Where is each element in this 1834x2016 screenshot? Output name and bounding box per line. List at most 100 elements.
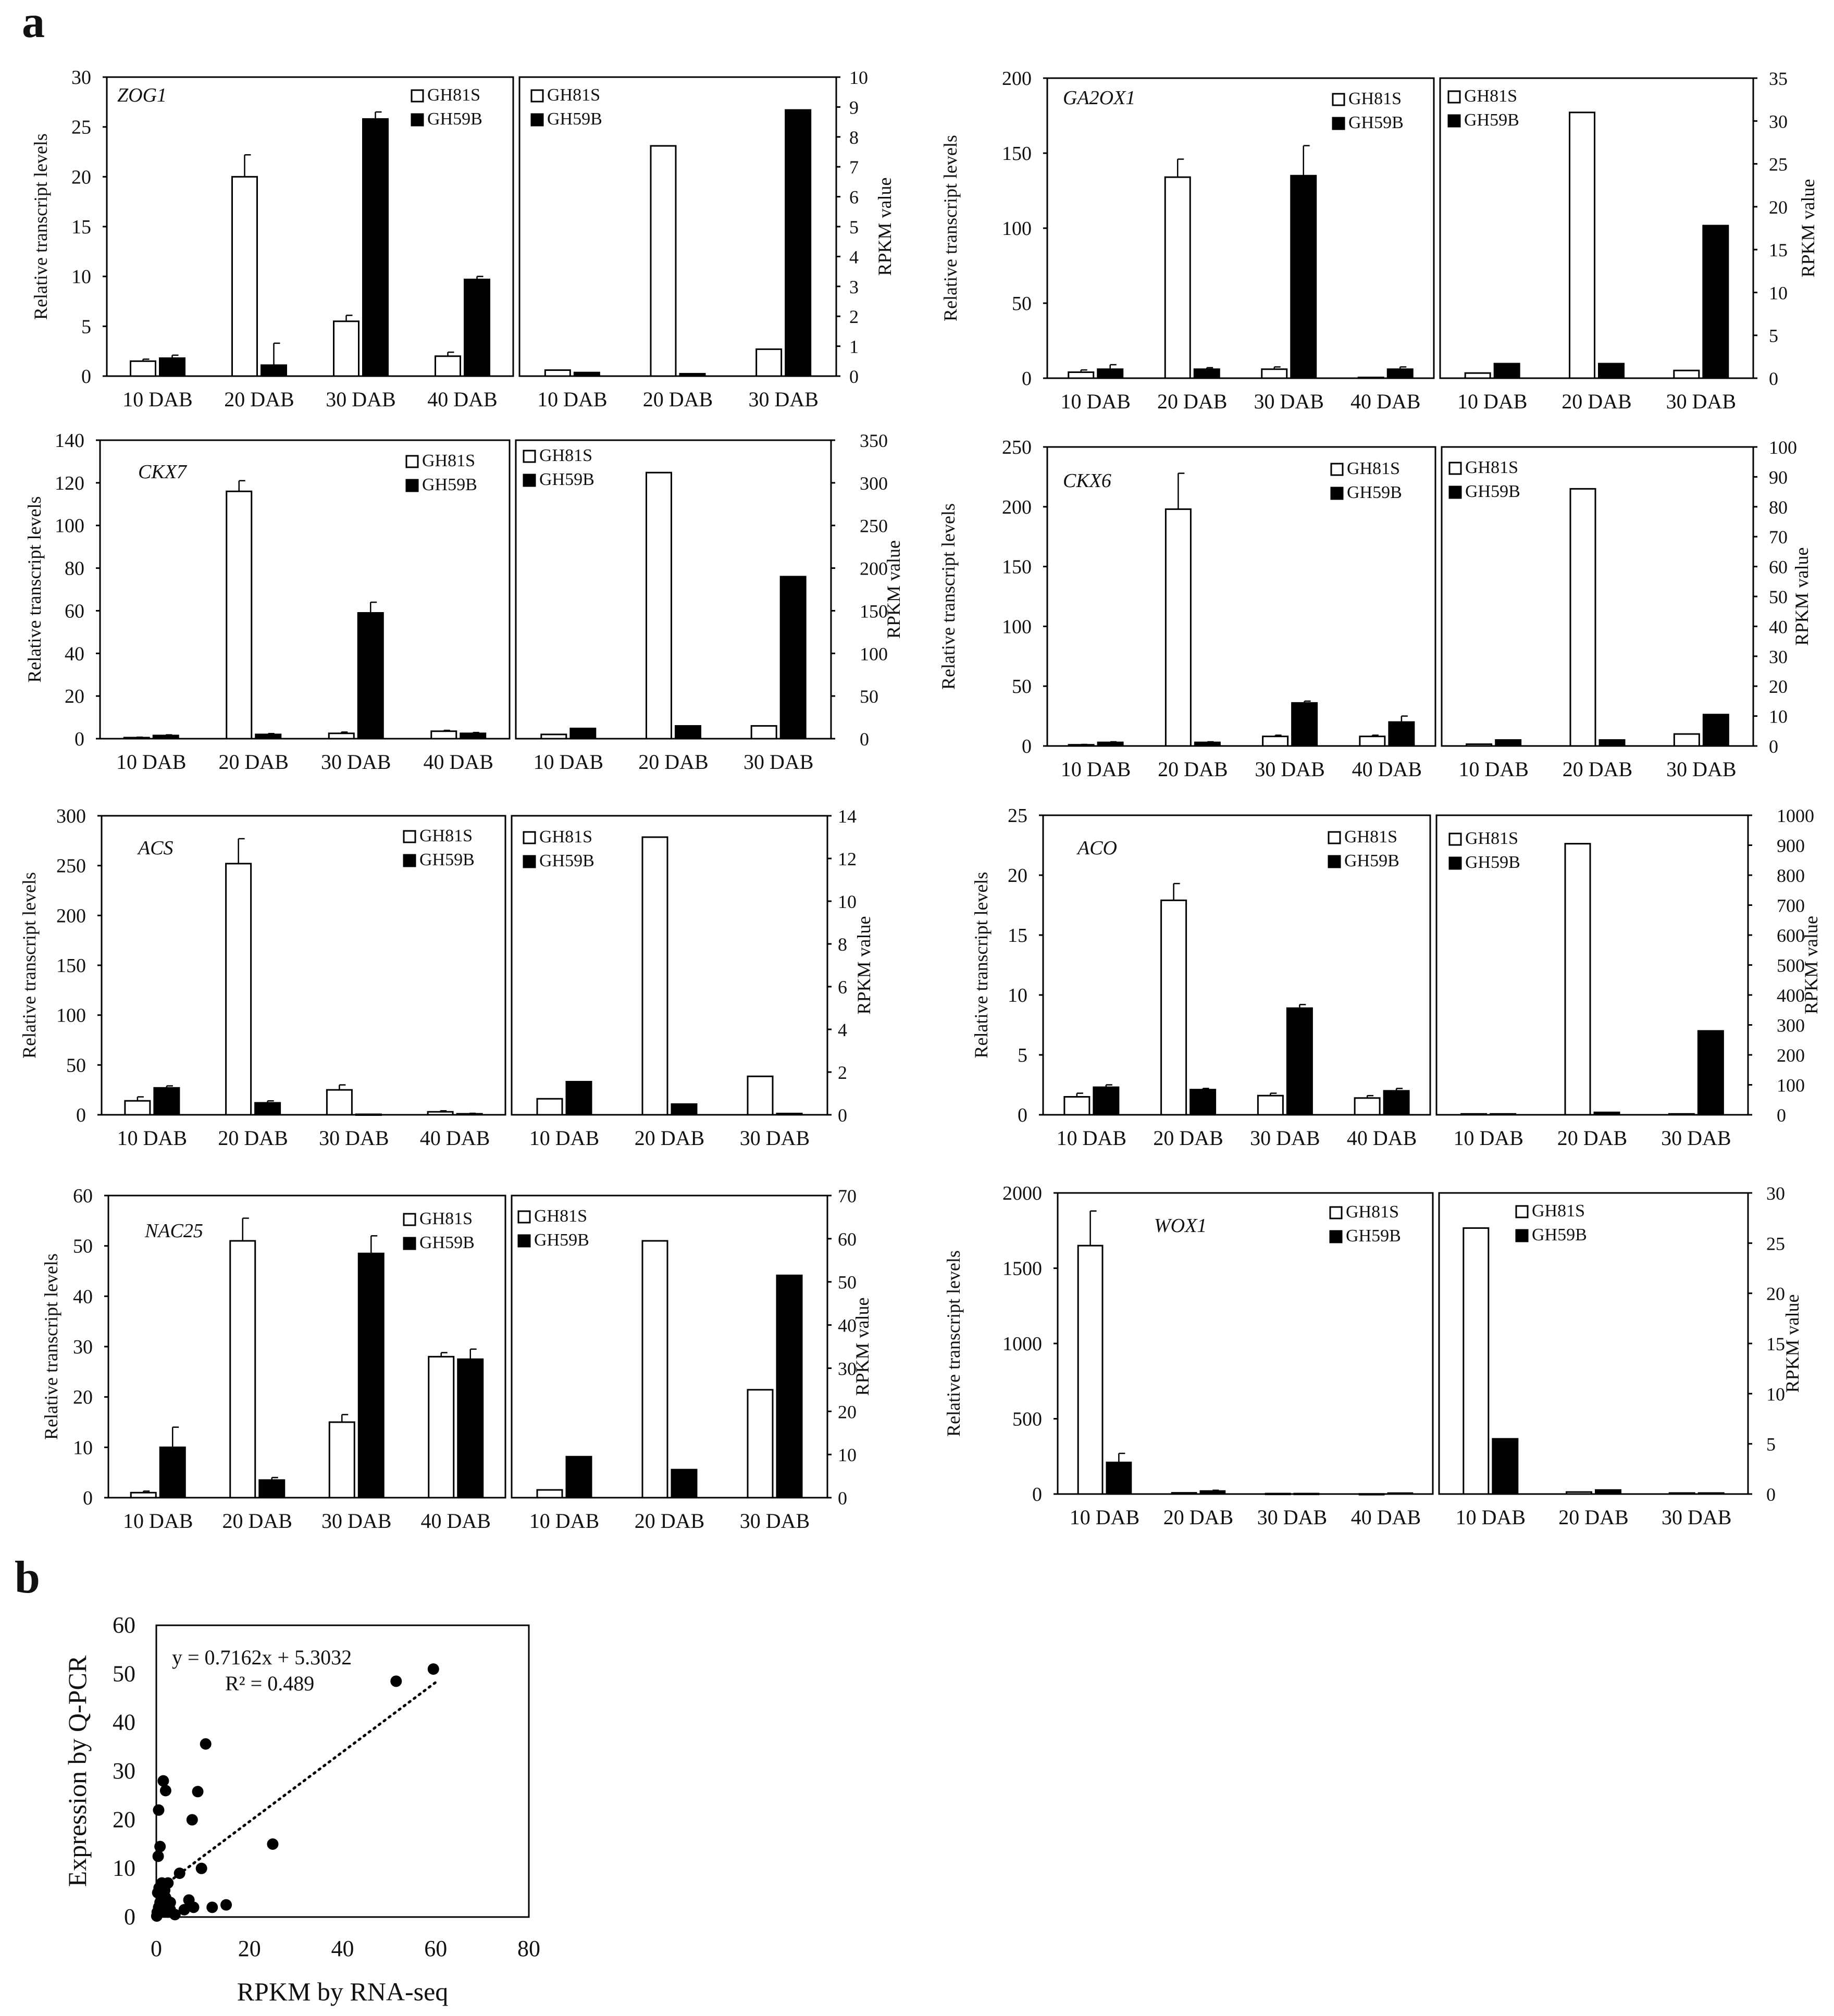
chart4-right-ytick-label: 70 [1769,527,1788,547]
chart2-right-ytick-label: 25 [1769,154,1788,175]
chart3-right-ytick-label: 50 [860,686,878,707]
chart2-left-ytick-label: 200 [1002,68,1032,90]
chart1-legend-right-label-b: GH59B [547,109,602,129]
chart4-right-ytick-label: 100 [1769,437,1797,458]
chart8-right-ytick-label: 30 [1766,1183,1785,1204]
chart1-right-bar-b [679,372,706,377]
chart7-gene-name: NAC25 [144,1220,203,1242]
chart6-right-ytick-label: 700 [1777,895,1805,916]
chart8-left-bar-b [1387,1492,1414,1495]
chart3-legend-right-swatch-s [523,450,536,463]
scatter-xtick-label: 60 [424,1936,447,1961]
chart3-legend-left-swatch-s [405,455,419,468]
chart3-left-ytick-label: 0 [75,728,84,750]
chart3-right-bar-b [779,576,807,740]
chart5-legend-left-label-b: GH59B [419,850,475,869]
chart2-right-bar-b [1598,363,1625,379]
chart7-right-bar-s [641,1240,668,1499]
chart2-left-bar-s [1261,368,1288,379]
scatter-equation: y = 0.7162x + 5.3032 [172,1646,352,1669]
chart3-ylabel-right: RPKM value [883,540,904,639]
chart3-left-bar-b [255,733,282,740]
scatter-point [174,1868,185,1879]
chart6-right-ytick-label: 600 [1777,925,1805,946]
chart3-right-ytick-label: 200 [860,558,888,579]
chart2-right-ytick-label: 10 [1769,282,1788,303]
chart1-right-ytick-label: 10 [849,67,868,88]
scatter-xtick-label: 20 [238,1936,261,1961]
chart7-legend-right-swatch-b [517,1234,531,1248]
chart2-left-ytick-label: 100 [1002,218,1032,240]
chart2-left-ytick-label: 50 [1012,293,1032,315]
chart1-legend-right-label-s: GH81S [547,85,600,105]
chart6-right-xtick-label: 10 DAB [1453,1126,1523,1150]
chart5-legend-left-label-s: GH81S [419,826,473,845]
chart3-left-ytick-label: 140 [55,430,84,452]
chart3-right-bar-s [646,471,672,740]
chart8-left-bar-s [1265,1492,1291,1496]
chart1-right-ytick-label: 2 [849,306,859,327]
chart4-legend-right-swatch-b [1448,486,1462,499]
scatter-ytick-label: 20 [113,1807,135,1832]
chart6-left-frame [1042,814,1431,1116]
chart6-right-bar-s [1668,1113,1695,1116]
chart6-left-xtick-label: 20 DAB [1153,1126,1223,1150]
scatter-point [427,1663,439,1675]
chart8-legend-left-swatch-s [1329,1206,1343,1219]
chart6-right-ytick-label: 900 [1777,836,1805,856]
chart3-left-bar-s [430,730,457,740]
chart4-right-ytick-label: 50 [1769,587,1788,607]
chart4-left-bar-b [1388,721,1415,747]
chart5-right-xtick-label: 20 DAB [635,1126,704,1150]
chart3-left-ytick-label: 40 [65,643,84,665]
chart8-left-ytick-label: 1000 [1002,1333,1042,1355]
chart1-right-ytick-label: 9 [849,97,859,118]
chart5-right-bar-b [671,1103,698,1116]
chart8-legend-right-swatch-s [1515,1205,1529,1218]
chart5-left-ytick-label: 50 [66,1054,86,1076]
chart5-left-bar-s [124,1100,151,1116]
chart4-legend-left-label-b: GH59B [1347,483,1402,502]
chart6-legend-left-label-b: GH59B [1344,851,1399,870]
chart5-left-ytick-label: 0 [76,1104,86,1126]
chart5-right-ytick-label: 12 [838,849,857,869]
chart1-right-xtick-label: 20 DAB [643,388,713,411]
chart8-left-ytick-label: 1500 [1002,1258,1042,1280]
scatter-r2: R² = 0.489 [225,1672,314,1695]
chart4-right-ytick-label: 10 [1769,706,1788,727]
chart7-left-bar-s [428,1355,455,1499]
chart1-left-xtick-label: 30 DAB [326,388,395,411]
chart7-right-bar-s [747,1389,774,1499]
scatter-ytick-label: 40 [113,1710,135,1735]
chart8-right-bar-s [1463,1227,1490,1495]
chart1-legend-left-swatch-s [411,89,424,103]
chart4-legend-left-swatch-s [1330,463,1344,476]
chart2-right-bar-b [1702,225,1729,379]
chart5-left-xtick-label: 20 DAB [218,1126,288,1150]
chart4-left-bar-s [1262,736,1289,747]
chart6-legend-right-label-s: GH81S [1465,829,1518,848]
chart1-right-bar-s [650,145,677,377]
chart7-left-xtick-label: 40 DAB [421,1509,491,1533]
scatter-xtick-label: 40 [331,1936,354,1961]
scatter-ytick-label: 0 [124,1904,135,1930]
chart4-left-xtick-label: 30 DAB [1255,757,1324,781]
chart2-left-bar-s [1357,377,1384,379]
chart4-left-ytick-label: 50 [1012,676,1032,698]
chart6-left-bar-b [1286,1007,1313,1116]
chart4-legend-right-label-b: GH59B [1465,482,1520,501]
chart1-right-bar-b [573,371,600,377]
chart5-legend-right-label-s: GH81S [539,827,592,847]
chart8-right-ytick-label: 5 [1766,1434,1776,1455]
chart2-ylabel-right: RPKM value [1798,179,1818,278]
chart3-legend-right-swatch-b [523,474,536,487]
chart7-right-xtick-label: 20 DAB [635,1509,704,1533]
chart4-right-ytick-label: 60 [1769,557,1788,578]
chart5-left-xtick-label: 30 DAB [319,1126,389,1150]
chart7-left-ytick-label: 0 [83,1487,93,1509]
chart6-legend-left-label-s: GH81S [1344,827,1397,847]
chart4-right-ytick-label: 90 [1769,467,1788,488]
chart8-right-xtick-label: 20 DAB [1558,1505,1628,1529]
chart6-legend-right-swatch-s [1448,832,1462,846]
